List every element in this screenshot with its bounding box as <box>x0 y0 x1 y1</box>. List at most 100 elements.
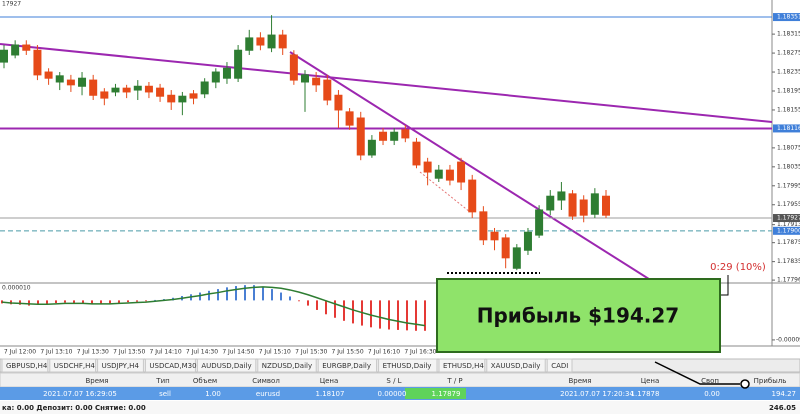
candle-body <box>156 87 165 97</box>
histogram-bar <box>406 300 408 331</box>
histogram-bar <box>244 285 246 301</box>
candle-body <box>167 94 176 103</box>
tab-label[interactable]: NZDUSD,Daily <box>262 362 312 370</box>
table-footer-bg <box>0 401 800 414</box>
column-header[interactable]: Своп <box>701 377 719 385</box>
candle-body <box>590 193 599 215</box>
tab-label[interactable]: EURGBP,Daily <box>322 362 371 370</box>
candle-body <box>289 54 298 81</box>
histogram-bar <box>127 300 129 303</box>
histogram-bar <box>1 300 3 304</box>
tab[interactable] <box>546 358 573 373</box>
candle-body <box>468 179 477 213</box>
histogram-bar <box>397 300 399 330</box>
histogram-bar <box>145 300 147 302</box>
column-header[interactable]: Время <box>568 377 591 385</box>
histogram-bar <box>298 300 300 302</box>
column-header[interactable]: Время <box>85 377 108 385</box>
column-header[interactable]: S / L <box>386 377 401 385</box>
price-marker-bg <box>773 226 800 235</box>
histogram-bar <box>424 300 426 331</box>
table-row[interactable] <box>0 387 800 400</box>
histogram-bar <box>289 296 291 301</box>
tab-label[interactable]: USDCHF,H4 <box>54 362 96 370</box>
candle-body <box>501 237 510 259</box>
indicator-label: 0.000010 <box>2 285 31 292</box>
candle-timer: 0:29 (10%) <box>710 262 766 273</box>
price-marker-bg <box>773 124 800 133</box>
candle-body <box>11 44 20 56</box>
histogram-bar <box>307 300 309 306</box>
tab-label[interactable]: USDJPY,H4 <box>102 362 140 370</box>
histogram-bar <box>415 300 417 331</box>
candle-body <box>0 49 8 63</box>
histogram-bar <box>271 289 273 301</box>
column-header[interactable]: Символ <box>252 377 280 385</box>
price-tick-label: 1.18075 <box>777 144 800 151</box>
tab[interactable] <box>378 358 438 373</box>
tab-label[interactable]: ETHUSD,H4 <box>443 362 484 370</box>
candle-body <box>66 79 75 86</box>
candle-body <box>367 139 376 156</box>
price-tick-label: 1.18195 <box>777 87 800 94</box>
callout-anchor <box>740 379 750 389</box>
candle-body <box>523 231 532 251</box>
tab-label[interactable]: ETHUSD,Daily <box>383 362 432 370</box>
tab[interactable] <box>97 358 144 373</box>
column-header[interactable]: Цена <box>641 377 660 385</box>
candle-body <box>200 81 209 95</box>
column-header[interactable]: Прибыль <box>754 377 787 385</box>
histogram-bar <box>37 300 39 305</box>
histogram-bar <box>379 300 381 329</box>
tab[interactable] <box>144 358 196 373</box>
histogram-bar <box>46 300 48 304</box>
tab[interactable] <box>438 358 486 373</box>
column-header[interactable]: Тип <box>155 377 169 385</box>
tab[interactable] <box>486 358 546 373</box>
histogram-bar <box>343 300 345 321</box>
tab-label[interactable]: AUDUSD,Daily <box>201 362 251 370</box>
time-label: 7 Jul 15:30 <box>295 349 327 356</box>
tab-label[interactable]: USDCAD,M30 <box>149 362 196 370</box>
candle-body <box>211 71 220 83</box>
candle-body <box>133 85 142 91</box>
tab[interactable] <box>49 358 97 373</box>
price-tick-label: 1.18035 <box>777 163 800 170</box>
time-label: 7 Jul 13:30 <box>77 349 109 356</box>
column-header[interactable]: Цена <box>320 377 339 385</box>
profit-callout-text: Прибыль $194.27 <box>477 304 679 328</box>
indicator-tick-label: -0.000091 <box>776 336 800 343</box>
tab-label[interactable]: CADI <box>551 362 568 370</box>
candle-body <box>33 49 42 76</box>
price-tick-label: 1.17835 <box>777 258 800 265</box>
price-marker-bg <box>773 13 800 22</box>
candle-body <box>100 91 109 99</box>
histogram-bar <box>55 300 57 303</box>
tab[interactable] <box>1 358 49 373</box>
tab[interactable] <box>196 358 257 373</box>
candle-body <box>445 169 454 181</box>
candle-body <box>579 199 588 216</box>
column-header[interactable]: Объем <box>193 377 217 385</box>
candle-body <box>245 37 254 51</box>
candle-body <box>490 231 499 241</box>
candle-body <box>22 44 31 51</box>
candle-body <box>312 77 321 86</box>
histogram-bar <box>64 300 66 303</box>
candle-body <box>602 195 610 216</box>
candle-body <box>512 247 521 269</box>
time-label: 7 Jul 12:00 <box>4 349 36 356</box>
candle-body <box>356 117 365 156</box>
tab-label[interactable]: GBPUSD,H4 <box>6 362 48 370</box>
tab-label[interactable]: XAUUSD,Daily <box>491 362 541 370</box>
table-cell: 1.00 <box>205 390 221 398</box>
histogram-bar <box>235 286 237 301</box>
candle-body <box>78 77 87 87</box>
tab[interactable] <box>317 358 378 373</box>
column-header[interactable]: T / P <box>446 377 462 385</box>
candle-body <box>44 71 53 79</box>
candle-body <box>323 79 332 101</box>
tab[interactable] <box>257 358 317 373</box>
candle-body <box>434 169 443 179</box>
